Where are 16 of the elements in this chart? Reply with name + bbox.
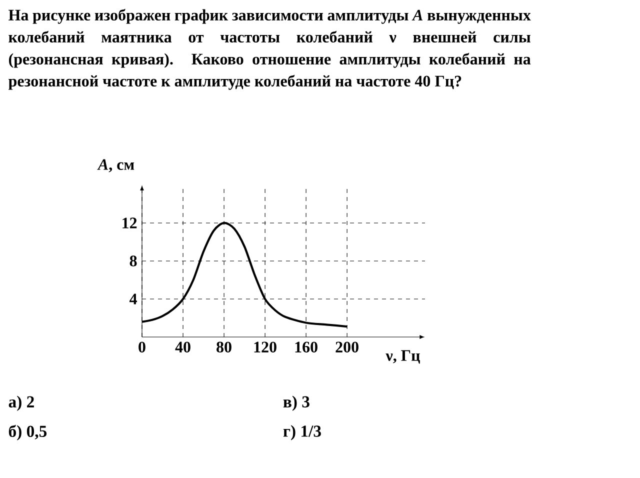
text: б) 0,5: [8, 424, 47, 440]
y-axis-title: A, см: [97, 159, 134, 172]
x-tick-label: 80: [216, 342, 232, 352]
text: а) 2: [8, 396, 34, 411]
x-tick-label: 200: [336, 342, 358, 352]
y-tick-label: 4: [130, 294, 137, 304]
x-tick-label: 120: [254, 342, 276, 352]
text: г) 1/3: [283, 425, 321, 440]
x-tick-label: 160: [295, 342, 318, 352]
x-tick-label: 40: [175, 342, 190, 352]
x-axis-title: ν, Гц: [386, 350, 420, 364]
y-tick-label: 12: [122, 218, 137, 228]
chart-title: На рисунке изображен график зависимости амплитуды A вынужденных колебаний маятника от частоты колебаний ν внешней силы (резонансная кривая). Каково отношение амплитуды колебаний на резонансной частоте к амплитуде колебаний на частоте 40 Гц?: [8, 8, 531, 90]
text: в) 3: [283, 396, 310, 411]
x-tick-label: 0: [138, 342, 146, 352]
y-tick-label: 8: [130, 256, 137, 266]
